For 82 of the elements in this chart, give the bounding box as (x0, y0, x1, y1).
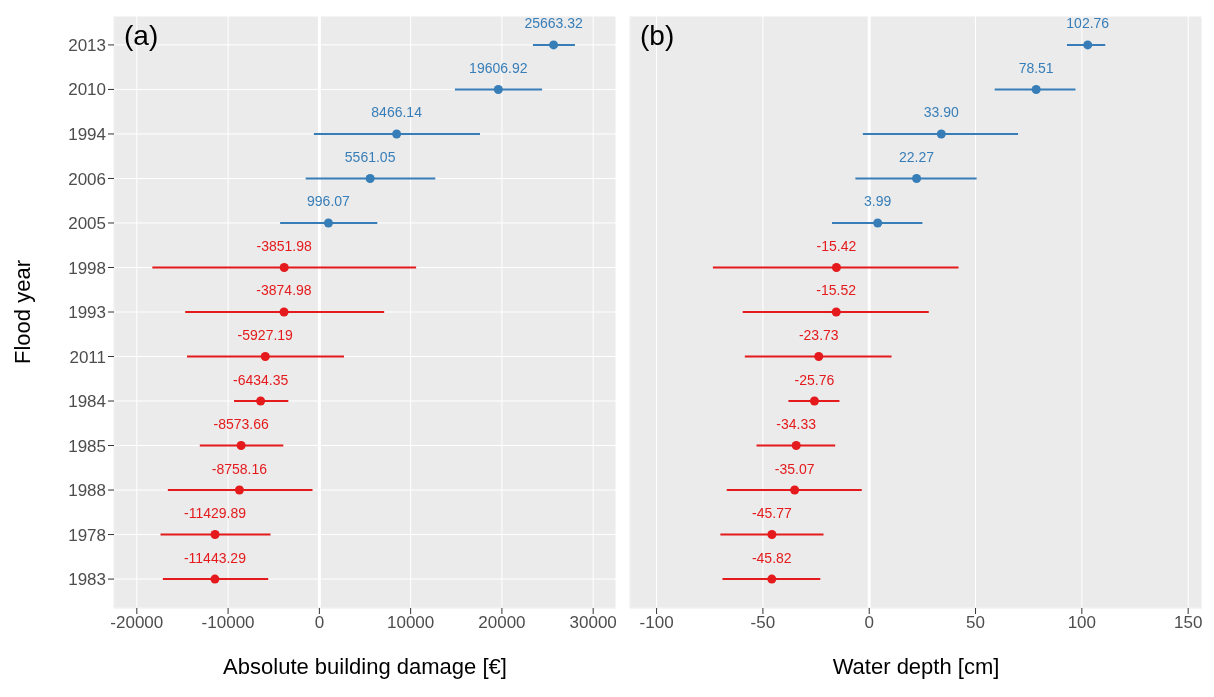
point (210, 530, 220, 540)
x-tick-label: 10000 (387, 613, 435, 633)
point (1031, 84, 1041, 94)
data-label: -8573.66 (213, 416, 269, 433)
data-label: -6434.35 (232, 371, 289, 388)
data-label: 25663.32 (524, 15, 583, 32)
data-label: -3851.98 (256, 237, 313, 254)
data-label: 3.99 (864, 193, 892, 210)
data-label: -45.77 (752, 505, 792, 522)
point (936, 129, 946, 139)
point (234, 485, 244, 495)
data-label: 78.51 (1018, 59, 1054, 76)
data-label: 22.27 (899, 148, 935, 165)
y-tick-label: 2005 (68, 214, 106, 234)
point (279, 262, 289, 272)
y-tick-label: 1983 (68, 570, 106, 590)
point (260, 352, 270, 362)
point (1083, 40, 1093, 50)
point (279, 307, 289, 317)
data-label: -23.73 (798, 327, 839, 343)
data-label: -5927.19 (237, 327, 294, 343)
point (365, 173, 375, 183)
y-tick-label: 2013 (68, 35, 106, 55)
x-tick-label: -50 (750, 613, 776, 633)
point (912, 173, 922, 183)
data-label: 5561.05 (344, 148, 396, 165)
y-tick-label: 2011 (69, 347, 106, 367)
point (790, 485, 800, 495)
y-tick-label: 2006 (68, 169, 106, 189)
x-tick-label: -100 (639, 613, 674, 633)
x-tick-label: -10000 (201, 613, 255, 633)
x-tick-label: 0 (864, 613, 874, 633)
data-label: -11443.29 (183, 549, 247, 566)
chart-title: (a) (124, 20, 159, 52)
point (210, 574, 220, 584)
x-axis-title: Absolute building damage [€] (223, 654, 507, 679)
point (256, 396, 266, 406)
data-label: -15.42 (816, 237, 857, 254)
data-label: -3874.98 (256, 282, 312, 299)
point (767, 574, 777, 584)
point (831, 307, 841, 317)
chart-title: (b) (640, 20, 675, 52)
point (791, 441, 801, 451)
data-label: 102.76 (1066, 15, 1110, 32)
point (392, 129, 402, 139)
data-label: -15.52 (816, 282, 857, 299)
data-label: -11429.89 (184, 505, 247, 522)
data-label: -25.76 (794, 371, 835, 388)
data-label: -34.33 (776, 416, 817, 433)
point (873, 218, 883, 228)
x-tick-label: 100 (1067, 613, 1097, 633)
data-label: -35.07 (774, 460, 815, 477)
y-tick-label: 1998 (68, 258, 106, 278)
x-tick-label: 20000 (478, 613, 526, 633)
point (814, 352, 824, 362)
point (236, 441, 246, 451)
x-tick-label: 30000 (569, 613, 617, 633)
x-tick-label: 50 (966, 613, 985, 633)
x-tick-label: 0 (314, 613, 325, 633)
data-label: 19606.92 (469, 59, 528, 76)
y-tick-label: 1978 (68, 525, 106, 545)
y-tick-label: 2010 (68, 80, 106, 100)
x-tick-label: -20000 (110, 613, 164, 633)
y-tick-label: 1988 (68, 481, 106, 501)
y-tick-label: 1993 (68, 303, 106, 323)
y-tick-label: 1984 (68, 392, 106, 412)
point (809, 396, 819, 406)
point (493, 84, 503, 94)
point (831, 262, 841, 272)
data-label: -45.82 (751, 549, 792, 566)
point (549, 40, 559, 50)
y-axis-title: Flood year (9, 260, 35, 364)
data-label: 8466.14 (371, 104, 423, 121)
x-axis-title: Water depth [cm] (832, 654, 1000, 679)
y-tick-label: 1985 (68, 436, 106, 456)
data-label: 996.07 (307, 193, 351, 210)
data-label: 33.90 (923, 104, 960, 121)
x-tick-label: 150 (1173, 613, 1203, 633)
data-label: -8758.16 (211, 460, 268, 477)
point (323, 218, 333, 228)
point (767, 530, 777, 540)
y-tick-label: 1994 (68, 124, 106, 144)
